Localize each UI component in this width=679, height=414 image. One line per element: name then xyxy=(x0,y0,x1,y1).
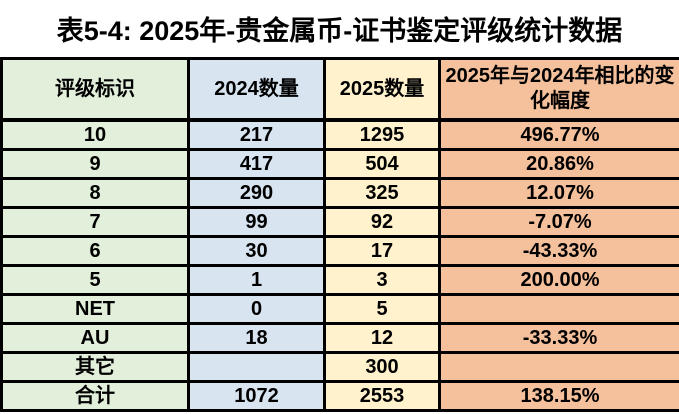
cell-grade: NET xyxy=(0,293,190,325)
table-row: NET 0 5 xyxy=(0,293,679,325)
cell-change: 12.07% xyxy=(438,177,679,209)
cell-y2024: 217 xyxy=(187,118,326,151)
cell-grade: 7 xyxy=(0,206,190,238)
cell-change xyxy=(438,351,679,383)
header-row: 评级标识 2024数量 2025数量 2025年与2024年相比的变化幅度 xyxy=(0,57,679,122)
cell-y2024: 18 xyxy=(187,322,326,354)
cell-y2025: 92 xyxy=(323,206,441,238)
cell-y2025: 2553 xyxy=(323,380,441,412)
table-row: 7 99 92 -7.07% xyxy=(0,206,679,238)
table-row: 8 290 325 12.07% xyxy=(0,177,679,209)
cell-y2025: 12 xyxy=(323,322,441,354)
cell-grade: 其它 xyxy=(0,351,190,383)
table-row: 其它 300 xyxy=(0,351,679,383)
cell-y2025: 300 xyxy=(323,351,441,383)
table-row: 10 217 1295 496.77% xyxy=(0,118,679,151)
cell-y2024 xyxy=(187,351,326,383)
column-header-2024-count: 2024数量 xyxy=(187,57,326,122)
cell-change: 138.15% xyxy=(438,380,679,412)
cell-y2024: 1 xyxy=(187,264,326,296)
cell-y2024: 0 xyxy=(187,293,326,325)
cell-grade: 合计 xyxy=(0,380,190,412)
table-row: AU 18 12 -33.33% xyxy=(0,322,679,354)
column-header-change-rate: 2025年与2024年相比的变化幅度 xyxy=(438,57,679,122)
table-row: 6 30 17 -43.33% xyxy=(0,235,679,267)
cell-y2025: 325 xyxy=(323,177,441,209)
table-row: 5 1 3 200.00% xyxy=(0,264,679,296)
cell-y2025: 5 xyxy=(323,293,441,325)
table-header: 评级标识 2024数量 2025数量 2025年与2024年相比的变化幅度 xyxy=(0,57,679,122)
cell-y2024: 290 xyxy=(187,177,326,209)
table-body: 10 217 1295 496.77% 9 417 504 20.86% 8 290 325 12.0… xyxy=(0,118,679,412)
cell-change xyxy=(438,293,679,325)
cell-y2024: 30 xyxy=(187,235,326,267)
cell-y2025: 1295 xyxy=(323,118,441,151)
cell-y2025: 3 xyxy=(323,264,441,296)
cell-y2025: 504 xyxy=(323,148,441,180)
cell-change: 496.77% xyxy=(438,118,679,151)
cell-grade: 6 xyxy=(0,235,190,267)
cell-change: 200.00% xyxy=(438,264,679,296)
cell-change: 20.86% xyxy=(438,148,679,180)
cell-grade: 9 xyxy=(0,148,190,180)
table-row: 合计 1072 2553 138.15% xyxy=(0,380,679,412)
cell-change: -43.33% xyxy=(438,235,679,267)
column-header-2025-count: 2025数量 xyxy=(323,57,441,122)
cell-y2024: 1072 xyxy=(187,380,326,412)
rating-statistics-table: 评级标识 2024数量 2025数量 2025年与2024年相比的变化幅度 10… xyxy=(0,57,679,412)
cell-grade: 8 xyxy=(0,177,190,209)
cell-grade: 5 xyxy=(0,264,190,296)
cell-y2024: 417 xyxy=(187,148,326,180)
cell-grade: 10 xyxy=(0,118,190,151)
column-header-grade: 评级标识 xyxy=(0,57,190,122)
cell-y2024: 99 xyxy=(187,206,326,238)
cell-grade: AU xyxy=(0,322,190,354)
table-row: 9 417 504 20.86% xyxy=(0,148,679,180)
cell-change: -7.07% xyxy=(438,206,679,238)
cell-y2025: 17 xyxy=(323,235,441,267)
page-title: 表5-4: 2025年-贵金属币-证书鉴定评级统计数据 xyxy=(56,16,623,46)
cell-change: -33.33% xyxy=(438,322,679,354)
